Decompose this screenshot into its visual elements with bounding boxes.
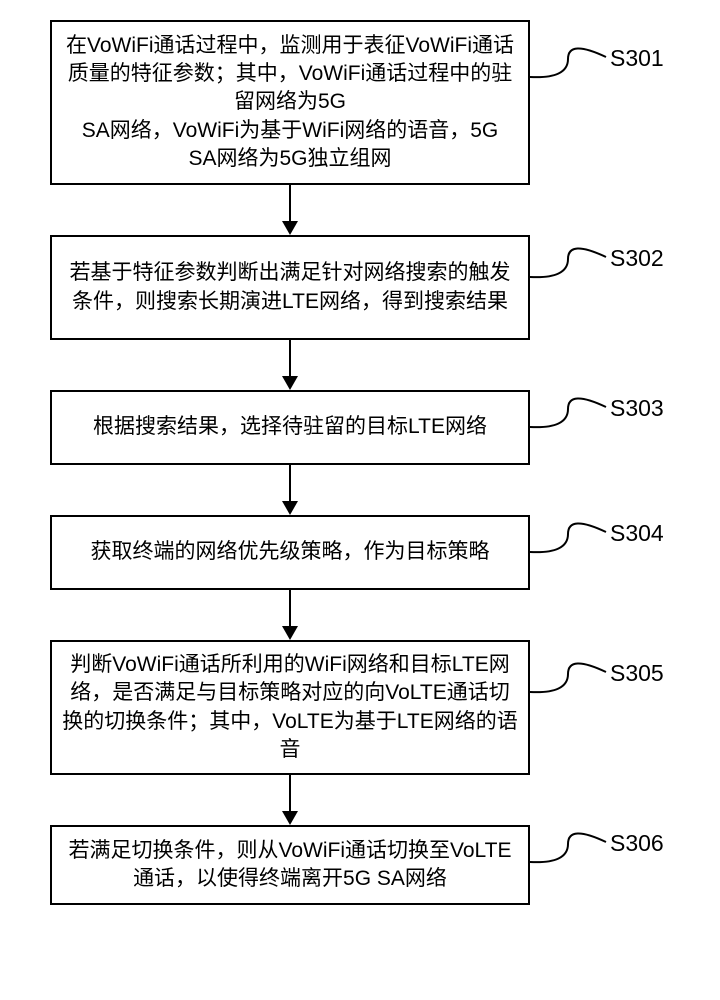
flowchart-canvas: 在VoWiFi通话过程中，监测用于表征VoWiFi通话质量的特征参数；其中，Vo… <box>0 0 720 1000</box>
flow-step-text: 若满足切换条件，则从VoWiFi通话切换至VoLTE通话，以使得终端离开5G S… <box>62 837 518 894</box>
flow-step-s306: 若满足切换条件，则从VoWiFi通话切换至VoLTE通话，以使得终端离开5G S… <box>50 825 530 905</box>
flow-step-label-s304: S304 <box>610 520 664 547</box>
flow-step-s303: 根据搜索结果，选择待驻留的目标LTE网络 <box>50 390 530 465</box>
flow-step-s304: 获取终端的网络优先级策略，作为目标策略 <box>50 515 530 590</box>
flow-step-text: 根据搜索结果，选择待驻留的目标LTE网络 <box>93 413 487 441</box>
flow-step-text: 获取终端的网络优先级策略，作为目标策略 <box>91 538 490 566</box>
flow-step-text: 判断VoWiFi通话所利用的WiFi网络和目标LTE网络，是否满足与目标策略对应… <box>62 651 518 764</box>
flow-step-text: 若基于特征参数判断出满足针对网络搜索的触发条件，则搜索长期演进LTE网络，得到搜… <box>62 259 518 316</box>
flow-step-text: 在VoWiFi通话过程中，监测用于表征VoWiFi通话质量的特征参数；其中，Vo… <box>62 32 518 174</box>
flow-step-s301: 在VoWiFi通话过程中，监测用于表征VoWiFi通话质量的特征参数；其中，Vo… <box>50 20 530 185</box>
flow-step-label-s301: S301 <box>610 45 664 72</box>
flow-step-label-s305: S305 <box>610 660 664 687</box>
flow-step-label-s302: S302 <box>610 245 664 272</box>
flow-step-s305: 判断VoWiFi通话所利用的WiFi网络和目标LTE网络，是否满足与目标策略对应… <box>50 640 530 775</box>
flow-step-s302: 若基于特征参数判断出满足针对网络搜索的触发条件，则搜索长期演进LTE网络，得到搜… <box>50 235 530 340</box>
flow-step-label-s306: S306 <box>610 830 664 857</box>
flow-step-label-s303: S303 <box>610 395 664 422</box>
